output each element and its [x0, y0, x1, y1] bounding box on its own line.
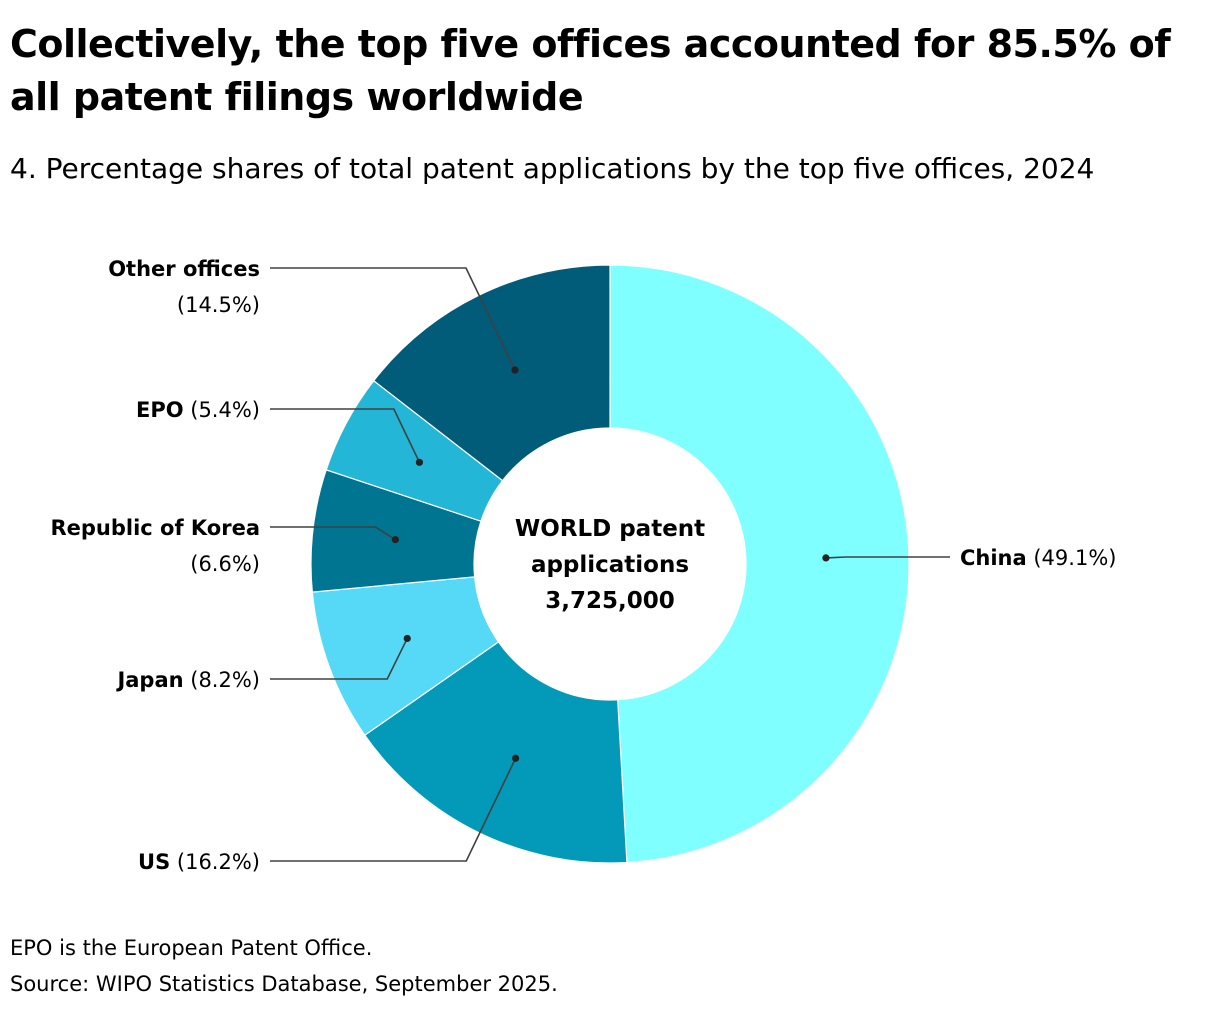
leader-dot-other-offices: [511, 366, 519, 374]
leader-dot-us: [511, 754, 520, 762]
slice-label-us: US (16.2%): [138, 850, 260, 874]
leader-line-us: [270, 757, 517, 862]
leader-epo: [270, 408, 424, 466]
slice-labels-layer: China (49.1%) US (16.2%) Japan (8.2%) Repub…: [50, 257, 1116, 874]
slice-label-china: China (49.1%): [960, 546, 1116, 570]
slice-name-epo: EPO: [136, 398, 184, 422]
slice-us: [363, 641, 628, 864]
slices-layer: [310, 264, 910, 864]
leader-line-republic-of-korea: [270, 526, 396, 541]
leader-dot-epo: [415, 458, 424, 466]
leader-line-epo: [270, 408, 421, 463]
slice-china: [609, 264, 910, 864]
slice-label-republic-of-korea: Republic of Korea (6.6%): [50, 516, 260, 576]
leader-republic-of-korea: [270, 526, 399, 544]
leader-us: [270, 754, 520, 862]
leader-dot-china: [822, 554, 830, 562]
footnote-epo: EPO is the European Patent Office.: [10, 936, 373, 960]
center-label-line1: WORLD patent: [515, 516, 705, 542]
source-note: Source: WIPO Statistics Database, Septem…: [10, 972, 558, 996]
center-label-total: 3,725,000: [545, 588, 675, 614]
slice-name-other-offices: Other offices: [108, 257, 260, 281]
slice-name-us: US: [138, 850, 170, 874]
slice-name-china: China: [960, 546, 1027, 570]
slice-value-china: (49.1%): [1027, 546, 1117, 570]
slice-name-japan: Japan: [115, 668, 183, 692]
leader-other-offices: [270, 267, 519, 374]
slice-label-japan: Japan (8.2%): [115, 668, 260, 692]
leader-line-other-offices: [270, 267, 516, 371]
leader-lines-layer: [270, 267, 950, 862]
slice-value-japan: (8.2%): [184, 668, 260, 692]
slice-label-other-offices: Other offices (14.5%): [108, 257, 260, 317]
slice-value-republic-of-korea: (6.6%): [190, 552, 260, 576]
center-label: WORLD patent applications 3,725,000: [515, 516, 705, 614]
slice-value-epo: (5.4%): [184, 398, 260, 422]
leader-dot-japan: [403, 634, 411, 643]
slice-value-us: (16.2%): [170, 850, 260, 874]
leader-line-japan: [270, 638, 408, 680]
slice-name-republic-of-korea: Republic of Korea: [50, 516, 260, 540]
leader-china: [822, 554, 950, 562]
center-label-line2: applications: [531, 552, 689, 578]
slice-value-other-offices: (14.5%): [177, 293, 260, 317]
leader-japan: [270, 634, 411, 680]
chart-subtitle: 4. Percentage shares of total patent app…: [10, 152, 1095, 185]
leader-dot-republic-of-korea: [391, 536, 399, 544]
chart-title: Collectively, the top five offices accou…: [10, 22, 1171, 120]
leader-line-china: [825, 556, 950, 559]
slice-label-epo: EPO (5.4%): [136, 398, 260, 422]
slice-other-offices: [372, 264, 611, 482]
